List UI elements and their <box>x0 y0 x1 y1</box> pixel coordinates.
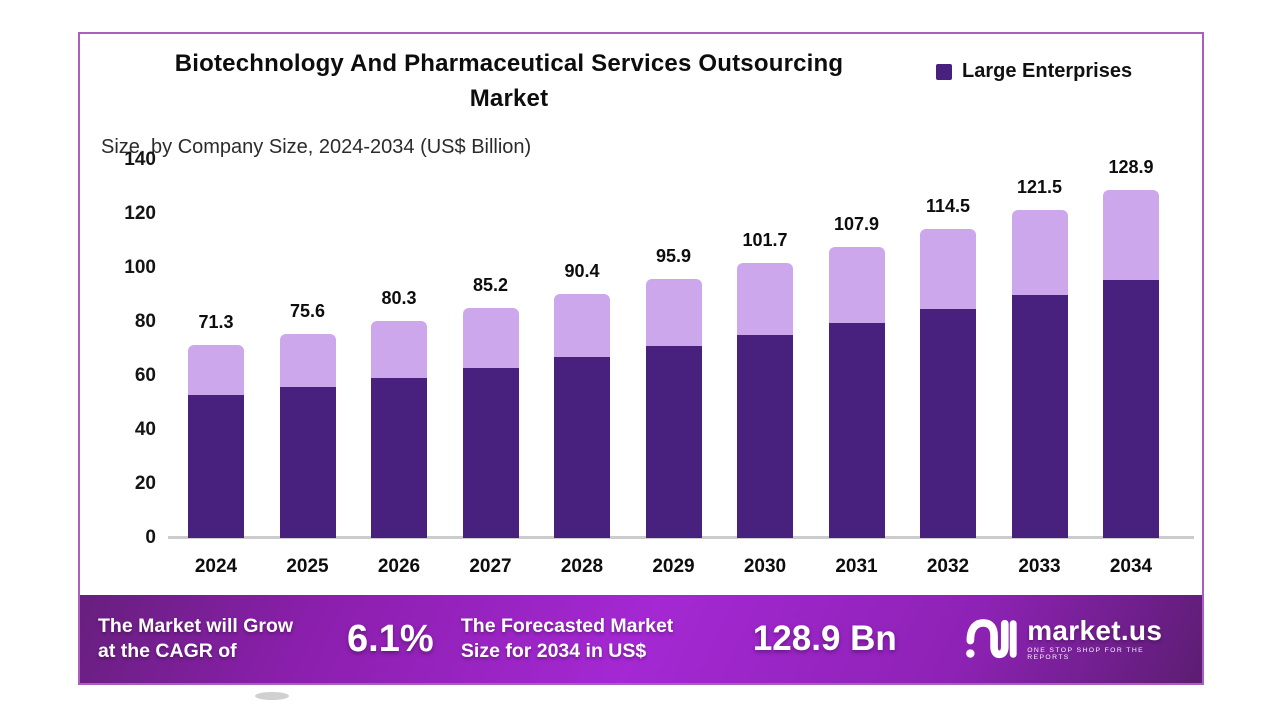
x-axis-year-label: 2027 <box>469 556 512 577</box>
plot-area: 0 20 40 60 80 100 120 140 71.3 2024 75.6 2025 80.3 20… <box>80 34 1202 599</box>
market-us-logo: market.us ONE STOP SHOP FOR THE REPORTS <box>965 614 1184 664</box>
bar-total-label: 95.9 <box>655 246 692 267</box>
bar-segment-upper <box>920 228 976 310</box>
footer-growth-text: The Market will Grow at the CAGR of <box>98 614 294 662</box>
bar-segment-upper <box>737 263 793 335</box>
footer-cagr-value: 6.1% <box>347 617 434 660</box>
bar-segment-large-enterprises <box>1103 280 1159 538</box>
x-axis-year-label: 2032 <box>926 556 970 577</box>
x-axis-year-label: 2030 <box>743 556 787 577</box>
brand-tagline: ONE STOP SHOP FOR THE REPORTS <box>1027 646 1145 661</box>
x-axis-year-label: 2034 <box>1109 556 1153 577</box>
bar-segment-upper <box>279 333 336 388</box>
bar-segment-large-enterprises <box>920 309 976 538</box>
bar-total-label: 101.7 <box>742 230 788 251</box>
bar-segment-upper <box>1103 189 1159 281</box>
footer-forecast-value: 128.9 Bn <box>752 619 897 658</box>
bar-segment-upper <box>371 321 427 378</box>
bar-segment-large-enterprises <box>645 346 702 538</box>
bar-total-label: 128.9 <box>1108 156 1154 177</box>
legend-label: Large Enterprises <box>962 60 1133 82</box>
bar-segment-upper <box>1011 209 1068 296</box>
bar-segment-large-enterprises <box>279 387 336 538</box>
bar-segment-large-enterprises <box>828 322 885 538</box>
y-axis-tick-label: 20 <box>134 473 156 494</box>
y-axis-tick-label: 80 <box>134 311 156 332</box>
bar-segment-upper <box>828 246 885 323</box>
bar-segment-upper <box>645 279 702 347</box>
y-axis-tick-label: 100 <box>124 257 156 278</box>
bar-segment-upper <box>188 345 244 396</box>
chart-card: Biotechnology And Pharmaceutical Service… <box>78 32 1204 685</box>
footer-banner: The Market will Grow at the CAGR of 6.1%… <box>80 595 1202 683</box>
market-us-logo-icon <box>966 619 1017 659</box>
bar-total-label: 75.6 <box>289 300 326 321</box>
y-axis-tick-label: 0 <box>145 527 156 548</box>
chart-legend: Large Enterprises <box>936 60 1132 83</box>
bar-segment-large-enterprises <box>737 334 793 538</box>
y-axis-tick-label: 140 <box>124 149 156 170</box>
bar-segment-large-enterprises <box>554 357 610 538</box>
x-axis-year-label: 2026 <box>377 556 421 577</box>
x-axis-year-label: 2029 <box>652 556 695 577</box>
y-axis-tick-label: 40 <box>134 419 156 440</box>
x-axis-year-label: 2028 <box>560 556 604 577</box>
bar-total-label: 71.3 <box>198 312 234 333</box>
legend-swatch-icon <box>936 63 952 80</box>
bar-total-label: 85.2 <box>472 274 509 295</box>
bar-segment-upper <box>462 307 519 368</box>
bar-total-label: 121.5 <box>1016 176 1063 197</box>
brand-name: market.us <box>1027 614 1163 646</box>
chart-title: Biotechnology And Pharmaceutical Service… <box>174 50 844 112</box>
y-axis-tick-label: 120 <box>124 203 156 224</box>
bar-total-label: 107.9 <box>833 213 880 234</box>
footer-forecast-text: The Forecasted Market Size for 2034 in U… <box>460 614 674 662</box>
bar-segment-large-enterprises <box>188 395 244 538</box>
bar-total-label: 114.5 <box>925 195 971 216</box>
y-axis-tick-label: 60 <box>134 365 156 386</box>
bar-segment-large-enterprises <box>462 367 519 538</box>
bar-segment-large-enterprises <box>371 377 427 538</box>
bar-segment-upper <box>554 293 610 358</box>
smudge-artifact <box>255 692 289 700</box>
x-axis-year-label: 2031 <box>835 556 878 577</box>
x-axis-year-label: 2033 <box>1018 556 1061 577</box>
bar-total-label: 80.3 <box>381 288 417 309</box>
chart-subtitle: Size, by Company Size, 2024-2034 (US$ Bi… <box>101 136 532 158</box>
bar-total-label: 90.4 <box>564 260 600 281</box>
x-axis-year-label: 2024 <box>194 556 238 577</box>
x-axis-year-label: 2025 <box>286 556 329 577</box>
bar-segment-large-enterprises <box>1011 295 1068 538</box>
